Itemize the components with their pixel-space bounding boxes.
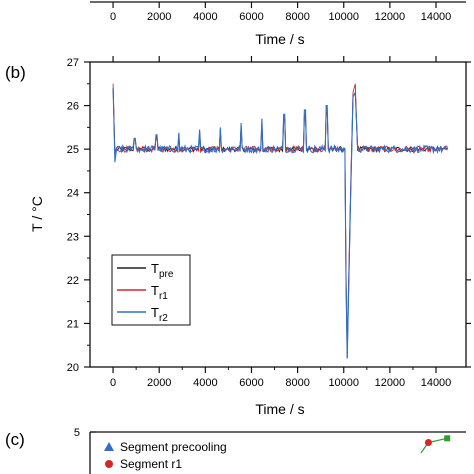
series-line-tr1 (112, 83, 448, 346)
panel-a-x-tick-label: 2000 (147, 11, 171, 23)
panel-a-x-axis-label: Time / s (255, 31, 304, 47)
panel-b-y-tick-label: 22 (67, 275, 79, 287)
panel-c-points (420, 435, 451, 454)
panel-b-y-axis-label: T / °C (29, 196, 45, 232)
panel-b-y-tick-label: 21 (67, 318, 79, 330)
panel-b-y-tick-label: 23 (67, 231, 79, 243)
panel-c-legend-label: Segment r1 (120, 457, 182, 471)
series-line-tr2 (112, 88, 449, 359)
panel-b-plot-frame (89, 61, 467, 368)
panel-b-x-tick-label: 0 (110, 377, 116, 389)
panel-a-x-tick-label: 4000 (193, 11, 217, 23)
panel-c-legend: Segment precooling Segment r1 (104, 440, 227, 471)
panel-c: (c) 5 Segment precooling Segment r1 (5, 427, 466, 474)
panel-a-x-tick-label: 6000 (239, 11, 263, 23)
panel-a-x-tick-label: 8000 (285, 11, 309, 23)
panel-b-x-tick-label: 12000 (375, 377, 406, 389)
legend-label-tr1: Tr1 (151, 283, 168, 302)
panel-a-x-tick-label: 12000 (375, 11, 406, 23)
panel-b-ticks: 0 2000 4000 6000 8000 10000 12000 14000 20 21 22 23… (67, 56, 471, 389)
panel-c-label: (c) (5, 430, 25, 449)
panel-a: 0 2000 4000 6000 8000 10000 12000 14000 Time / … (90, 1, 466, 47)
panel-b-x-tick-label: 2000 (147, 377, 171, 389)
panel-b-y-tick-label: 27 (67, 57, 79, 69)
legend-label-tpre: Tpre (151, 261, 174, 280)
panel-a-x-tick-label: 10000 (328, 11, 359, 23)
panel-b-x-axis-label: Time / s (255, 401, 304, 417)
panel-a-x-tick-label: 0 (110, 11, 116, 23)
panel-b-y-tick-label: 20 (67, 362, 79, 374)
panel-b-label: (b) (5, 63, 26, 82)
panel-a-x-tick-label: 14000 (421, 11, 452, 23)
panel-c-y-tick-label: 5 (74, 427, 80, 439)
panel-b-legend: Tpre Tr1 Tr2 (111, 254, 191, 326)
panel-b-y-tick-label: 26 (67, 101, 79, 113)
panel-b-x-tick-label: 6000 (239, 377, 263, 389)
panel-a-x-ticks: 0 2000 4000 6000 8000 10000 12000 14000 (110, 2, 451, 23)
panel-b-x-tick-label: 4000 (193, 377, 217, 389)
panel-b-x-tick-label: 10000 (328, 377, 359, 389)
legend-label-tr2: Tr2 (151, 305, 168, 324)
panel-b-series (112, 83, 449, 359)
panel-b-x-tick-label: 8000 (285, 377, 309, 389)
panel-b-x-tick-label: 14000 (421, 377, 452, 389)
panel-c-point-circle (424, 439, 432, 446)
legend-marker-circle (105, 460, 113, 468)
panel-b-y-tick-label: 24 (67, 188, 79, 200)
panel-c-point-square (444, 435, 451, 442)
panel-b-y-tick-label: 25 (67, 144, 79, 156)
legend-marker-triangle (104, 442, 114, 451)
panel-c-connector (420, 437, 448, 454)
panel-c-legend-label: Segment precooling (120, 440, 227, 454)
panel-b: (b) 0 2000 4000 6000 8000 10000 12000 14000 20 21… (5, 56, 471, 417)
